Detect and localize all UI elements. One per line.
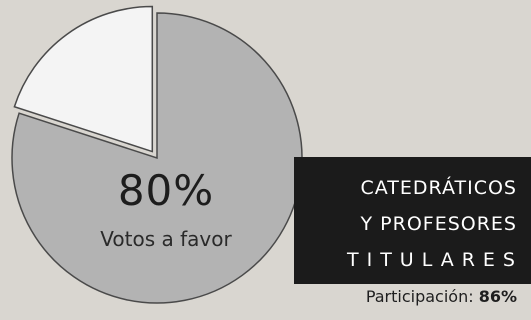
participation-value: 86% bbox=[478, 287, 517, 306]
pie-slice-1 bbox=[11, 12, 303, 304]
participation-note: Participación: 86% bbox=[366, 289, 517, 305]
title-line-1: CATEDRÁTICOS bbox=[360, 177, 517, 199]
pie-slice-2 bbox=[13, 5, 154, 153]
pie-slice-label: Votos a favor bbox=[100, 227, 232, 251]
participation-label: Participación: bbox=[365, 287, 474, 306]
title-line-3: TITULARES bbox=[346, 249, 523, 271]
title-line-2: Y PROFESORES bbox=[360, 213, 517, 235]
title-box: CATEDRÁTICOS Y PROFESORES TITULARES bbox=[294, 157, 531, 284]
pie-value-label: 80% bbox=[117, 166, 215, 215]
